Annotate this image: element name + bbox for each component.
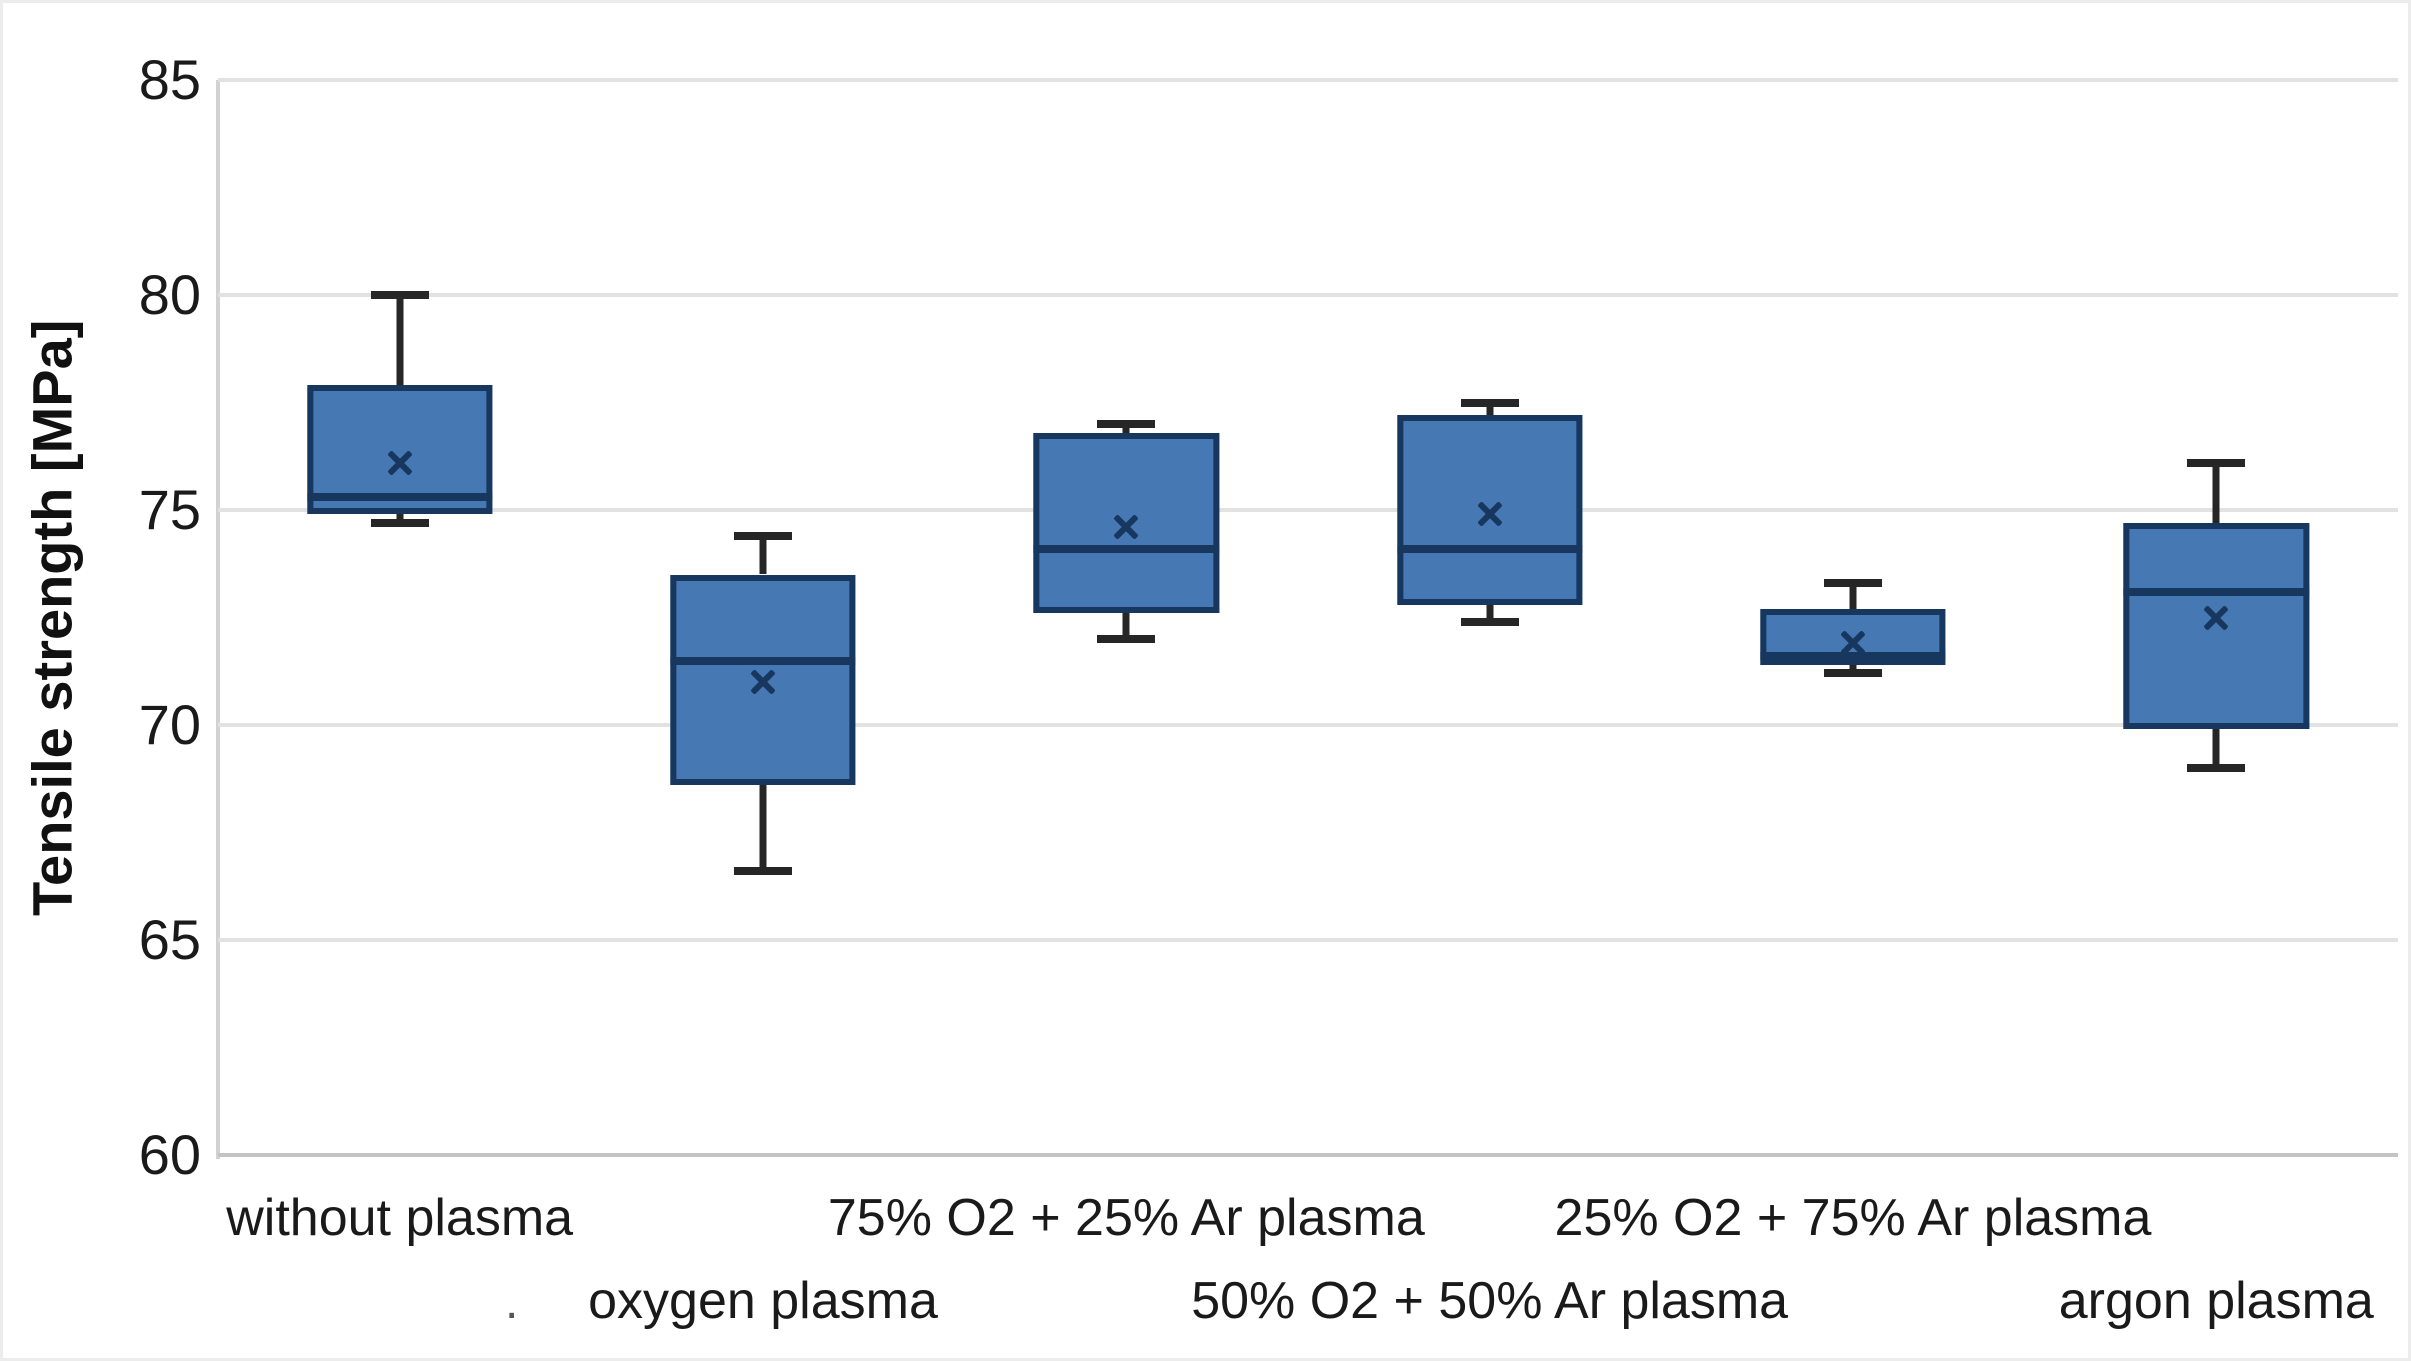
upper-whisker-cap — [370, 291, 429, 299]
lower-whisker-stem — [1849, 664, 1857, 674]
y-tick-label: 65 — [138, 908, 201, 971]
category-slot: 50% O2 + 50% Ar plasma — [1191, 1271, 1788, 1331]
lower-whisker-cap — [1823, 669, 1882, 678]
y-tick-label: 85 — [138, 48, 201, 111]
mean-marker — [1475, 499, 1505, 529]
category-slot: 25% O2 + 75% Ar plasma — [1555, 1188, 2152, 1248]
y-axis-line — [216, 80, 220, 1159]
median-line — [307, 493, 493, 502]
upper-whisker-stem — [396, 295, 404, 386]
gridline — [218, 1153, 2398, 1157]
upper-whisker-stem — [2212, 462, 2220, 523]
upper-whisker-cap — [1460, 398, 1519, 407]
gridline — [218, 938, 2398, 942]
category-label: argon plasma — [2058, 1272, 2374, 1330]
upper-whisker-cap — [1097, 420, 1156, 428]
lower-whisker-stem — [2212, 729, 2220, 768]
lower-whisker-stem — [1486, 604, 1494, 622]
upper-whisker-cap — [733, 531, 792, 540]
stray-mark: . — [505, 1276, 519, 1329]
y-tick-label: 70 — [138, 693, 201, 756]
box-group — [945, 80, 1308, 1155]
mean-marker — [748, 667, 778, 697]
category-label: oxygen plasma — [588, 1272, 938, 1330]
mean-marker — [2201, 603, 2231, 633]
box-group — [1671, 80, 2034, 1155]
lower-whisker-cap — [1097, 635, 1156, 643]
y-tick-label: 75 — [138, 478, 201, 541]
plot-area — [218, 78, 2398, 1157]
category-slot — [2035, 1188, 2398, 1248]
box-group — [1308, 80, 1671, 1155]
lower-whisker-cap — [2187, 764, 2246, 772]
box-group — [218, 80, 581, 1155]
lower-whisker-cap — [370, 518, 429, 527]
upper-whisker-cap — [1823, 579, 1882, 588]
box — [307, 385, 493, 515]
category-slot — [218, 1271, 581, 1331]
category-label: 25% O2 + 75% Ar plasma — [1554, 1189, 2152, 1247]
mean-marker — [1838, 628, 1868, 658]
upper-whisker-stem — [759, 535, 767, 575]
median-line — [2123, 587, 2309, 596]
category-slot — [1671, 1271, 2034, 1331]
x-axis-label-row-2: oxygen plasma 50% O2 + 50% Ar plasma argon… — [218, 1271, 2398, 1331]
median-line — [1760, 652, 1946, 661]
upper-whisker-stem — [1849, 583, 1857, 609]
box-group — [2035, 80, 2398, 1155]
box-group — [581, 80, 944, 1155]
box — [2123, 522, 2309, 730]
mean-marker — [385, 448, 415, 478]
gridline — [218, 293, 2398, 297]
category-slot: argon plasma — [2035, 1271, 2398, 1331]
lower-whisker-cap — [1460, 617, 1519, 626]
gridline — [218, 508, 2398, 512]
category-slot: 75% O2 + 25% Ar plasma — [828, 1188, 1425, 1248]
category-label: 50% O2 + 50% Ar plasma — [1191, 1272, 1789, 1330]
category-slot: without plasma — [218, 1188, 581, 1248]
y-tick-label: 60 — [138, 1123, 201, 1186]
median-line — [1396, 544, 1583, 553]
category-label: 75% O2 + 25% Ar plasma — [827, 1189, 1425, 1247]
y-tick-label: 80 — [138, 263, 201, 326]
lower-whisker-stem — [396, 514, 404, 523]
x-axis-label-row-1: without plasma 75% O2 + 25% Ar plasma 25% … — [218, 1188, 2398, 1248]
category-slot: oxygen plasma — [581, 1271, 944, 1331]
lower-whisker-stem — [759, 785, 767, 872]
box — [1396, 415, 1583, 605]
median-line — [1033, 544, 1219, 553]
gridline — [218, 723, 2398, 727]
median-line — [670, 656, 856, 665]
upper-whisker-stem — [1122, 424, 1130, 433]
lower-whisker-cap — [733, 867, 792, 876]
category-label: without plasma — [226, 1189, 574, 1247]
box-slots — [218, 80, 2398, 1155]
upper-whisker-stem — [1486, 402, 1494, 416]
y-axis-tick-labels: 60 65 70 75 80 85 — [3, 50, 201, 1185]
lower-whisker-stem — [1122, 613, 1130, 639]
mean-marker — [1111, 512, 1141, 542]
gridline — [218, 78, 2398, 82]
upper-whisker-cap — [2187, 458, 2246, 467]
